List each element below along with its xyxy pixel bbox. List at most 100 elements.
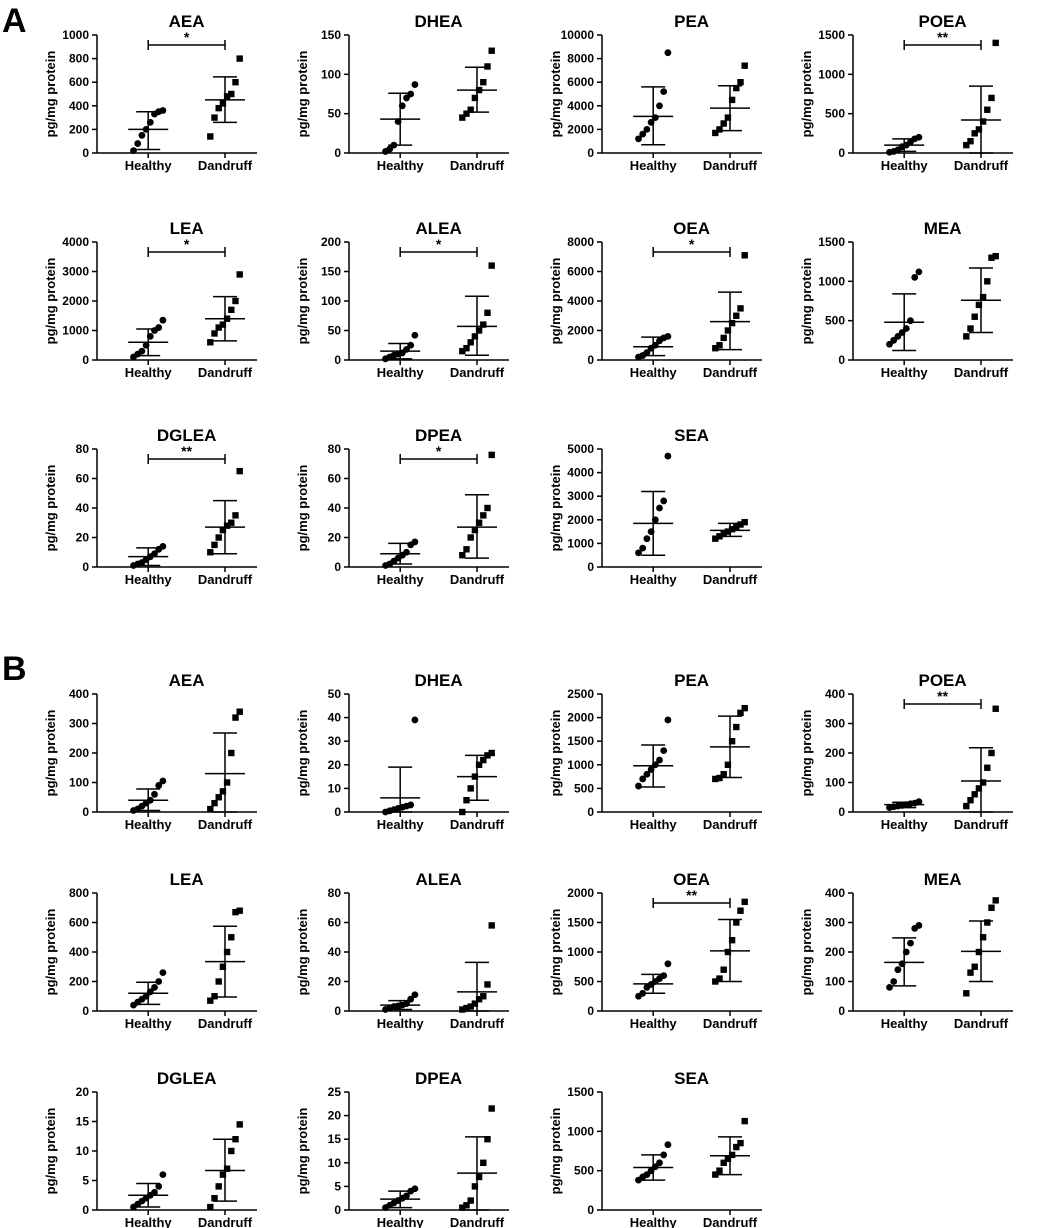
data-point-circle bbox=[155, 1183, 163, 1190]
data-point-square bbox=[228, 90, 235, 98]
panel-label: A bbox=[2, 2, 27, 40]
data-point-square bbox=[207, 1203, 214, 1211]
data-point-circle bbox=[411, 331, 419, 339]
data-point-circle bbox=[656, 756, 663, 764]
data-point-circle bbox=[411, 991, 419, 999]
data-point-square bbox=[728, 526, 736, 533]
y-tick-label: 2000 bbox=[567, 886, 594, 900]
data-point-square bbox=[967, 797, 974, 804]
x-tick-label: Healthy bbox=[630, 1016, 678, 1031]
data-point-square bbox=[480, 756, 487, 764]
data-point-circle bbox=[907, 939, 914, 947]
y-tick-label: 400 bbox=[69, 945, 89, 959]
data-point-square bbox=[459, 347, 466, 355]
data-point-square bbox=[967, 325, 974, 332]
data-point-square bbox=[484, 309, 491, 316]
data-point-square bbox=[963, 802, 970, 810]
data-point-square bbox=[979, 293, 987, 301]
data-point-square bbox=[724, 114, 732, 121]
data-point-square bbox=[219, 788, 227, 795]
data-point-square bbox=[467, 1003, 474, 1010]
chart-title: ALEA bbox=[415, 870, 461, 889]
x-tick-label: Dandruff bbox=[703, 1016, 758, 1031]
chart-title: DHEA bbox=[415, 671, 463, 690]
chart-0-3: POEA 0 500 1000 1500 pg/mg protein Healthy Dand… bbox=[799, 12, 1013, 173]
data-point-circle bbox=[915, 798, 923, 806]
x-tick-label: Dandruff bbox=[450, 572, 505, 587]
y-tick-label: 300 bbox=[825, 717, 845, 731]
data-point-circle bbox=[664, 452, 672, 460]
data-point-circle bbox=[660, 972, 668, 979]
y-tick-label: 60 bbox=[76, 472, 90, 486]
y-tick-label: 500 bbox=[574, 781, 594, 795]
x-tick-label: Healthy bbox=[881, 817, 929, 832]
y-tick-label: 1000 bbox=[567, 945, 594, 959]
y-tick-label: 0 bbox=[334, 146, 341, 160]
y-tick-label: 1000 bbox=[818, 67, 845, 81]
y-tick-label: 0 bbox=[587, 1004, 594, 1018]
significance-label: * bbox=[436, 236, 442, 252]
chart-2-1: DPEA 0 20 40 60 80 pg/mg protein Healthy Dandruf… bbox=[295, 426, 509, 587]
x-tick-label: Dandruff bbox=[703, 365, 758, 380]
data-point-circle bbox=[411, 1185, 419, 1193]
y-tick-label: 0 bbox=[838, 1004, 845, 1018]
data-point-square bbox=[984, 919, 991, 926]
data-point-circle bbox=[664, 333, 672, 340]
data-point-square bbox=[207, 133, 214, 140]
x-tick-label: Healthy bbox=[125, 1215, 173, 1228]
y-tick-label: 0 bbox=[587, 805, 594, 819]
x-tick-label: Healthy bbox=[125, 1016, 173, 1031]
chart-0-1: DHEA 0 50 100 150 pg/mg protein Healthy Dandruf… bbox=[295, 12, 509, 173]
x-tick-label: Dandruff bbox=[954, 817, 1009, 832]
data-point-circle bbox=[138, 347, 146, 355]
x-tick-label: Healthy bbox=[377, 158, 425, 173]
data-point-square bbox=[963, 990, 970, 997]
chart-3-3: POEA 0 100 200 300 400 pg/mg protein Healthy Dan… bbox=[799, 671, 1013, 832]
significance-label: ** bbox=[181, 443, 192, 459]
significance-label: * bbox=[184, 29, 190, 45]
y-tick-label: 200 bbox=[69, 975, 89, 989]
data-point-square bbox=[207, 805, 214, 813]
data-point-square bbox=[232, 79, 239, 86]
y-tick-label: 200 bbox=[825, 945, 845, 959]
data-point-square bbox=[471, 1000, 479, 1007]
y-tick-label: 20 bbox=[328, 531, 342, 545]
data-point-circle bbox=[915, 268, 923, 276]
y-tick-label: 0 bbox=[587, 146, 594, 160]
data-point-square bbox=[975, 301, 983, 309]
y-tick-label: 4000 bbox=[567, 294, 594, 308]
data-point-circle bbox=[159, 969, 167, 977]
y-tick-label: 0 bbox=[838, 146, 845, 160]
y-tick-label: 300 bbox=[825, 916, 845, 930]
y-tick-label: 4000 bbox=[62, 235, 89, 249]
x-tick-label: Healthy bbox=[125, 365, 173, 380]
data-point-square bbox=[471, 333, 479, 340]
y-axis-label: pg/mg protein bbox=[43, 1108, 58, 1195]
data-point-square bbox=[484, 504, 491, 512]
y-axis-label: pg/mg protein bbox=[548, 710, 563, 797]
x-tick-label: Healthy bbox=[881, 365, 929, 380]
data-point-square bbox=[480, 79, 487, 86]
data-point-square bbox=[215, 794, 222, 801]
data-point-square bbox=[979, 934, 987, 941]
y-tick-label: 500 bbox=[825, 107, 845, 121]
data-point-circle bbox=[159, 316, 167, 324]
y-tick-label: 50 bbox=[328, 107, 342, 121]
y-tick-label: 0 bbox=[334, 353, 341, 367]
data-point-square bbox=[984, 764, 991, 771]
chart-title: OEA bbox=[673, 870, 710, 889]
y-tick-label: 20 bbox=[76, 1085, 90, 1099]
data-point-square bbox=[724, 1155, 732, 1163]
y-tick-label: 1000 bbox=[818, 274, 845, 288]
chart-title: POEA bbox=[919, 12, 967, 31]
y-tick-label: 10 bbox=[328, 781, 342, 795]
y-tick-label: 6000 bbox=[567, 75, 594, 89]
data-point-circle bbox=[890, 978, 898, 985]
data-point-circle bbox=[635, 549, 642, 557]
x-tick-label: Dandruff bbox=[198, 572, 253, 587]
y-axis-label: pg/mg protein bbox=[799, 51, 814, 138]
data-point-square bbox=[720, 966, 727, 973]
chart-title: DGLEA bbox=[157, 426, 217, 445]
x-tick-label: Healthy bbox=[125, 572, 173, 587]
data-point-square bbox=[712, 535, 719, 542]
